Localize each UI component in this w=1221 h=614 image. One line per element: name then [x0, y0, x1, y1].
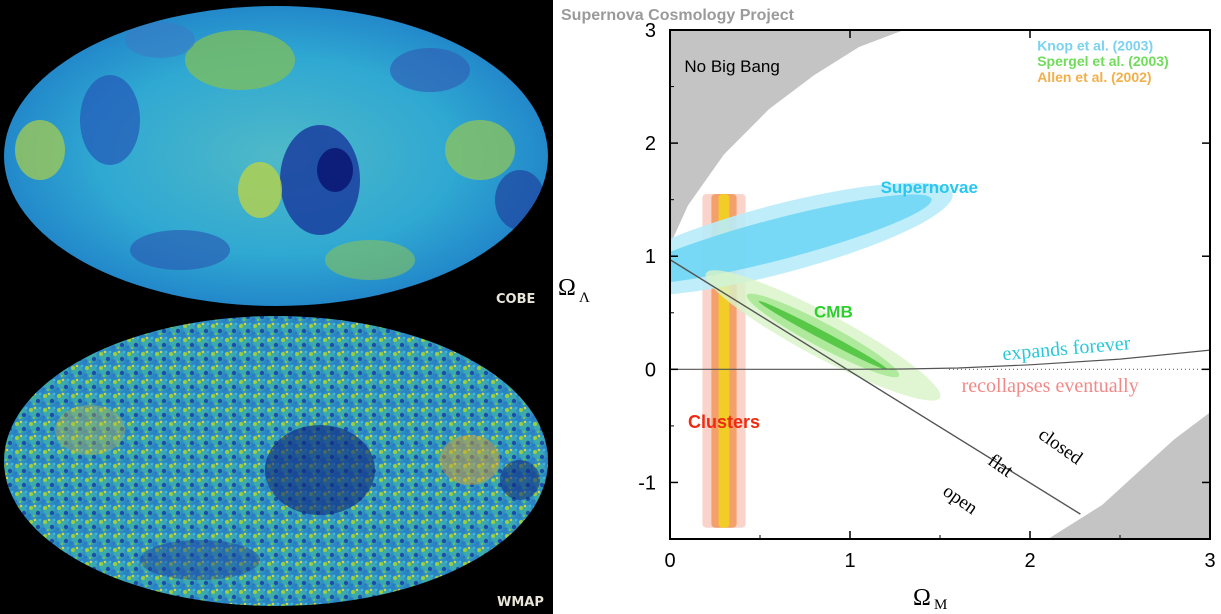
legend-spergel: Spergel et al. (2003): [1037, 53, 1169, 69]
no-big-bang-label: No Big Bang: [684, 57, 779, 76]
open-label: open: [939, 481, 982, 520]
cmb-label: CMB: [814, 302, 853, 321]
x-tick-label-3: 3: [1204, 550, 1215, 572]
wmap-map: [4, 316, 548, 606]
x-tick-label-0: 0: [664, 550, 675, 572]
cmb-sky-maps: COBE WMAP: [0, 0, 553, 614]
y-tick-label-2: 1: [645, 246, 656, 268]
y-tick-label-3: 2: [645, 133, 656, 155]
supernovae-contour-2: [670, 194, 932, 285]
no-big-bang-region: [670, 30, 904, 245]
y-axis-subscript: Λ: [579, 290, 590, 306]
flat-label: flat: [984, 450, 1017, 482]
legend-allen: Allen et al. (2002): [1037, 69, 1151, 85]
expansion-boundary-line: [849, 349, 1210, 370]
y-tick-label-0: -1: [638, 472, 656, 494]
cmb-contour-3: [758, 301, 888, 370]
excluded-lower-right-region: [1048, 412, 1210, 539]
recollapses-label: recollapses eventually: [962, 375, 1139, 397]
cobe-map: [4, 6, 548, 306]
cobe-label: COBE: [496, 292, 535, 307]
axes: 0 1 2 3 -1 0 1 2 3: [638, 20, 1215, 572]
legend-knop: Knop et al. (2003): [1037, 37, 1153, 53]
y-axis-title: Ω: [558, 275, 576, 301]
y-tick-label-4: 3: [645, 20, 656, 42]
x-axis-subscript: M: [934, 597, 947, 613]
expands-forever-label: expands forever: [1002, 332, 1132, 365]
project-title: Supernova Cosmology Project: [561, 7, 795, 24]
flat-universe-line: [670, 259, 1081, 515]
y-tick-label-1: 0: [645, 359, 656, 381]
x-tick-label-1: 1: [844, 550, 855, 572]
x-tick-label-2: 2: [1024, 550, 1035, 572]
wmap-label: WMAP: [497, 595, 544, 610]
omega-chart: Supernova Cosmology Project 0 1 2 3 -1 0 1 2 3 N…: [558, 7, 1216, 613]
supernovae-label: Supernovae: [881, 178, 978, 197]
clusters-label: Clusters: [688, 412, 760, 432]
plot-area: [670, 30, 1210, 539]
x-axis-title: Ω: [913, 585, 931, 611]
closed-label: closed: [1034, 424, 1086, 469]
